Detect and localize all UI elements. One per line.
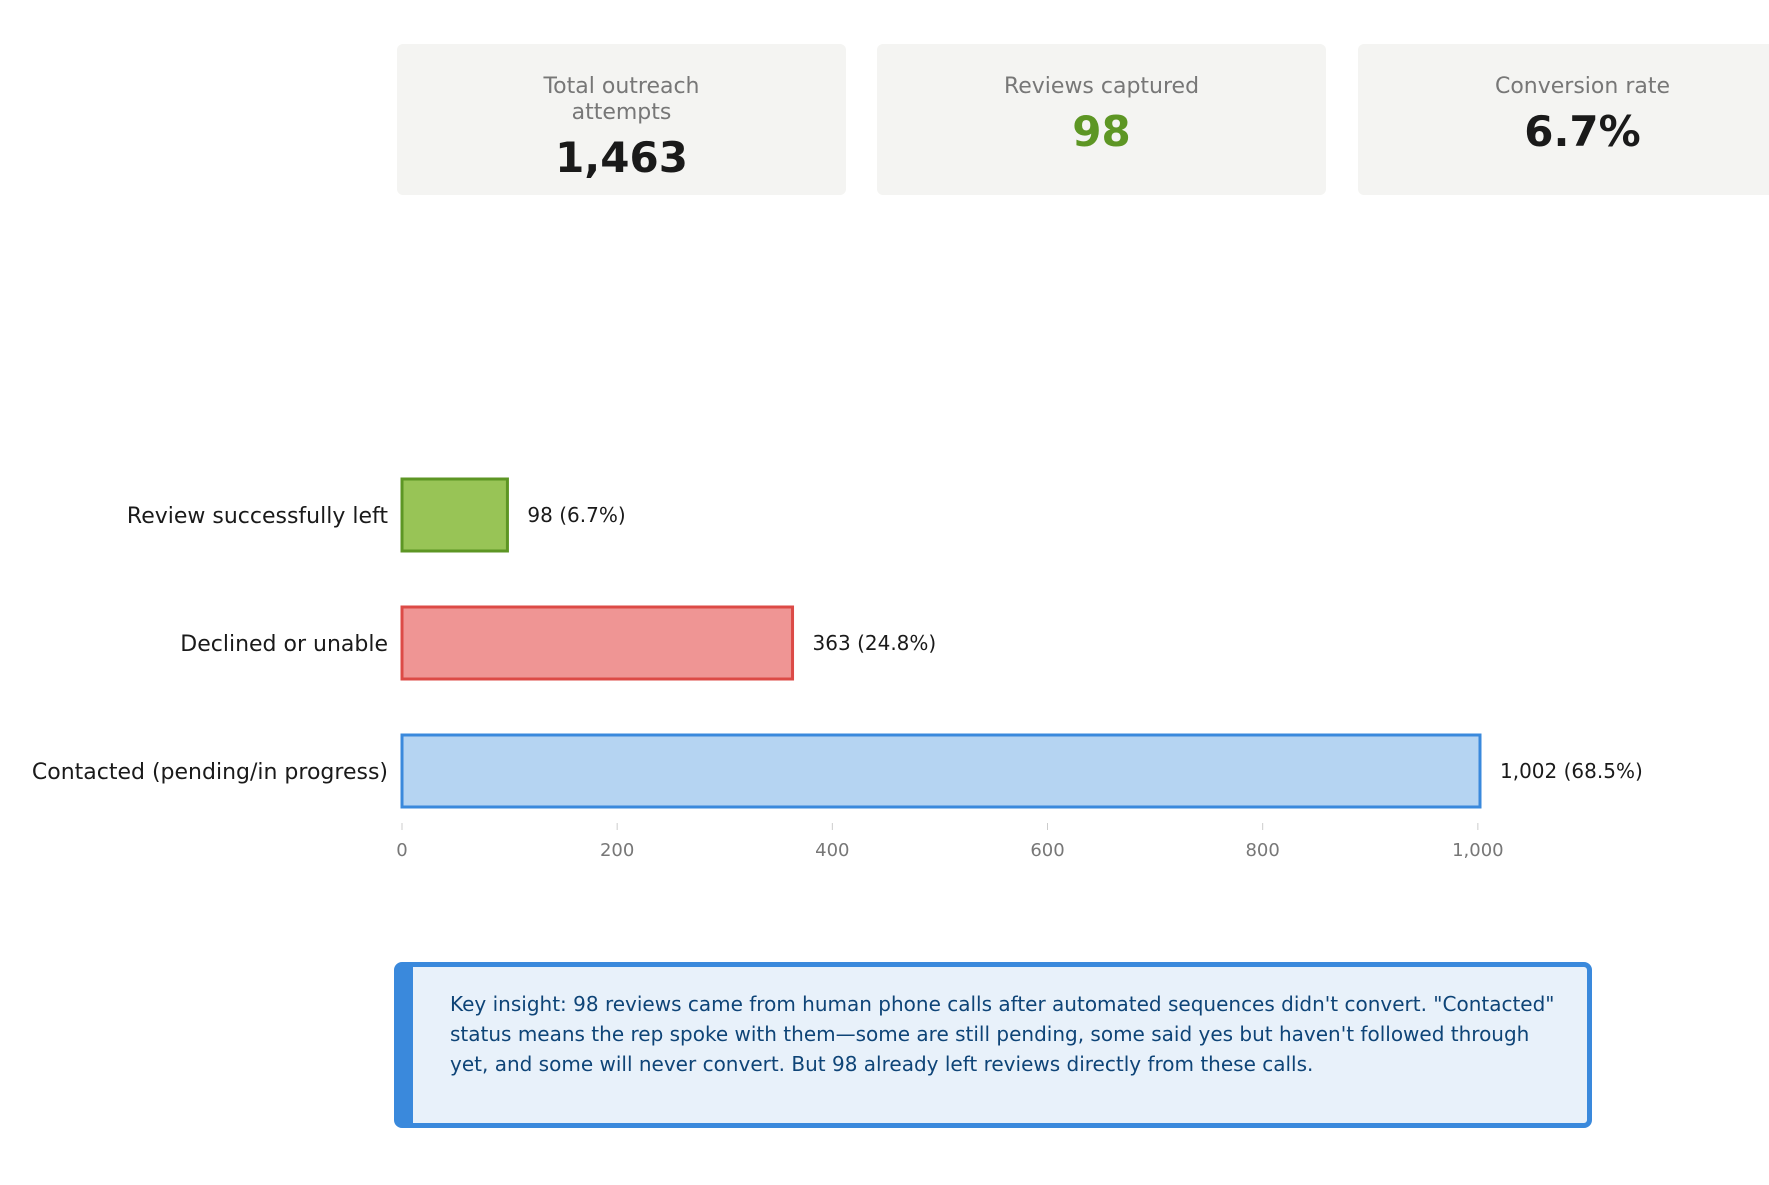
x-tick-label: 400 [815, 840, 849, 861]
data-label: 98 (6.7%) [527, 503, 625, 527]
key-insight-callout: Key insight: 98 reviews came from human … [394, 962, 1592, 1128]
category-label: Review successfully left [127, 504, 388, 529]
stat-value: 98 [1072, 107, 1131, 156]
stat-label: Reviews captured [1003, 74, 1200, 99]
stat-value: 6.7% [1524, 107, 1641, 156]
x-tick-label: 200 [600, 840, 634, 861]
bar [400, 605, 795, 681]
stat-card-reviews-captured: Reviews captured 98 [877, 44, 1326, 195]
x-tick-label: 0 [396, 840, 407, 861]
x-tick-label: 800 [1245, 840, 1279, 861]
stat-value: 1,463 [555, 133, 688, 182]
category-label: Contacted (pending/in progress) [32, 760, 388, 785]
bar [400, 733, 1482, 809]
insight-text: Key insight: 98 reviews came from human … [450, 992, 1555, 1076]
data-label: 363 (24.8%) [813, 631, 937, 655]
data-label: 1,002 (68.5%) [1500, 759, 1643, 783]
stat-card-conversion-rate: Conversion rate 6.7% [1358, 44, 1769, 195]
category-label: Declined or unable [180, 632, 388, 657]
x-tick-label: 1,000 [1452, 840, 1504, 861]
stat-label: Total outreach attempts [543, 74, 700, 125]
stat-card-total-outreach: Total outreach attempts 1,463 [397, 44, 846, 195]
stat-label: Conversion rate [1494, 74, 1671, 99]
outreach-bar-chart: Review successfully left 98 (6.7%) Decline… [32, 477, 1643, 861]
bar [400, 477, 509, 553]
x-tick-label: 600 [1030, 840, 1064, 861]
